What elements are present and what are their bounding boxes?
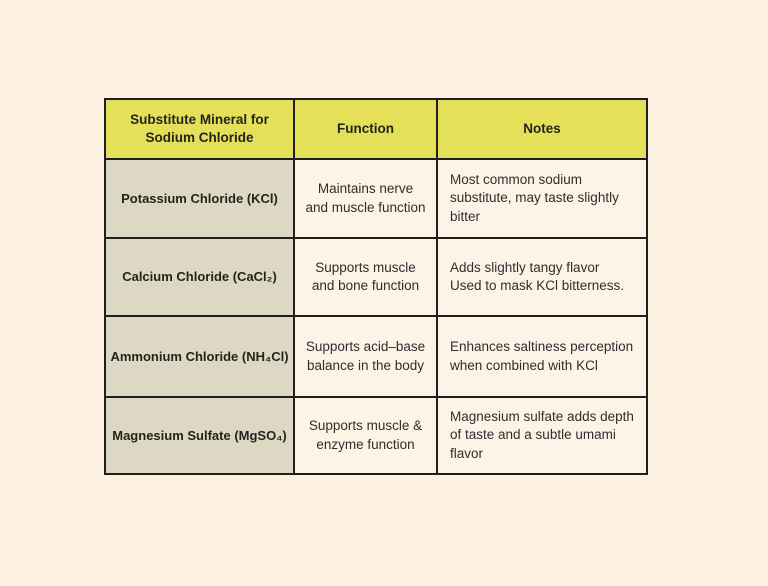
cell-notes: Enhances saltiness perception when combi… [438, 317, 646, 398]
cell-function: Supports muscle & enzyme function [295, 398, 438, 473]
mineral-substitutes-table: Substitute Mineral for Sodium Chloride F… [104, 98, 648, 475]
cell-function: Supports muscle and bone function [295, 239, 438, 317]
cell-mineral: Potassium Chloride (KCl) [106, 160, 295, 239]
header-cell-function: Function [295, 100, 438, 160]
cell-notes: Magnesium sulfate adds depth of taste an… [438, 398, 646, 473]
cell-mineral: Ammonium Chloride (NH₄Cl) [106, 317, 295, 398]
cell-mineral: Calcium Chloride (CaCl₂) [106, 239, 295, 317]
cell-notes: Most common sodium substitute, may taste… [438, 160, 646, 239]
cell-mineral: Magnesium Sulfate (MgSO₄) [106, 398, 295, 473]
cell-notes: Adds slightly tangy flavor Used to mask … [438, 239, 646, 317]
cell-function: Supports acid–base balance in the body [295, 317, 438, 398]
cell-function: Maintains nerve and muscle function [295, 160, 438, 239]
header-cell-notes: Notes [438, 100, 646, 160]
header-cell-mineral: Substitute Mineral for Sodium Chloride [106, 100, 295, 160]
